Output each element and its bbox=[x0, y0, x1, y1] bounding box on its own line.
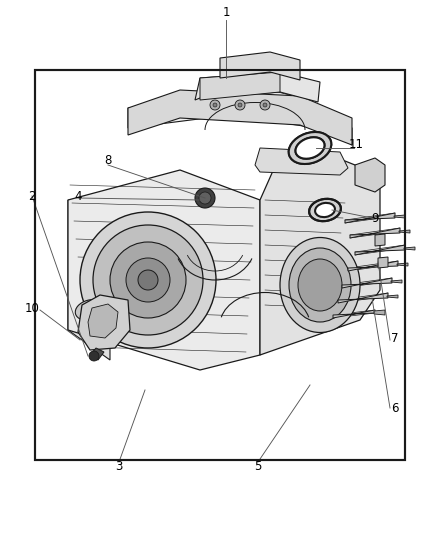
Polygon shape bbox=[355, 158, 385, 192]
Circle shape bbox=[110, 242, 186, 318]
Polygon shape bbox=[375, 234, 385, 246]
Polygon shape bbox=[342, 278, 392, 288]
Polygon shape bbox=[399, 230, 410, 233]
Ellipse shape bbox=[296, 138, 325, 159]
Polygon shape bbox=[333, 310, 375, 318]
Text: 5: 5 bbox=[254, 459, 261, 472]
Text: 9: 9 bbox=[371, 212, 379, 224]
Text: 4: 4 bbox=[74, 190, 82, 203]
Circle shape bbox=[213, 103, 217, 107]
Polygon shape bbox=[355, 245, 405, 255]
Circle shape bbox=[263, 103, 267, 107]
Text: 1: 1 bbox=[222, 5, 230, 19]
Circle shape bbox=[238, 103, 242, 107]
Ellipse shape bbox=[296, 138, 325, 159]
Text: 6: 6 bbox=[391, 401, 399, 415]
Polygon shape bbox=[374, 310, 385, 315]
Circle shape bbox=[235, 100, 245, 110]
Circle shape bbox=[195, 188, 215, 208]
Polygon shape bbox=[378, 257, 388, 268]
Ellipse shape bbox=[289, 132, 331, 164]
Bar bbox=[35, 70, 405, 460]
Circle shape bbox=[210, 100, 220, 110]
Text: 3: 3 bbox=[115, 459, 123, 472]
Polygon shape bbox=[200, 72, 280, 100]
Text: 7: 7 bbox=[391, 332, 399, 344]
Polygon shape bbox=[88, 304, 118, 338]
Ellipse shape bbox=[298, 259, 342, 311]
Circle shape bbox=[126, 258, 170, 302]
Polygon shape bbox=[255, 148, 348, 175]
Text: 2: 2 bbox=[28, 190, 36, 203]
Polygon shape bbox=[350, 228, 400, 238]
Polygon shape bbox=[404, 247, 415, 250]
Polygon shape bbox=[387, 295, 398, 298]
Polygon shape bbox=[68, 200, 110, 360]
Ellipse shape bbox=[309, 199, 341, 221]
Circle shape bbox=[93, 225, 203, 335]
Polygon shape bbox=[345, 213, 395, 223]
Circle shape bbox=[80, 212, 216, 348]
Text: 8: 8 bbox=[104, 154, 112, 166]
Circle shape bbox=[199, 192, 211, 204]
Circle shape bbox=[138, 270, 158, 290]
Ellipse shape bbox=[315, 203, 335, 217]
Polygon shape bbox=[200, 90, 310, 108]
Bar bbox=[35, 70, 405, 460]
Polygon shape bbox=[195, 72, 320, 102]
Ellipse shape bbox=[289, 132, 331, 164]
Polygon shape bbox=[260, 155, 380, 355]
Polygon shape bbox=[128, 96, 352, 145]
Polygon shape bbox=[90, 348, 104, 360]
Polygon shape bbox=[78, 295, 130, 350]
Polygon shape bbox=[391, 280, 402, 283]
Ellipse shape bbox=[280, 238, 360, 333]
Text: 11: 11 bbox=[349, 139, 364, 151]
Polygon shape bbox=[128, 90, 352, 145]
Ellipse shape bbox=[75, 300, 105, 320]
Circle shape bbox=[89, 351, 99, 361]
Polygon shape bbox=[397, 263, 408, 266]
Polygon shape bbox=[68, 170, 260, 370]
Ellipse shape bbox=[289, 248, 351, 322]
Polygon shape bbox=[394, 215, 405, 218]
Polygon shape bbox=[348, 261, 398, 271]
Circle shape bbox=[260, 100, 270, 110]
Polygon shape bbox=[338, 293, 388, 303]
Text: 10: 10 bbox=[25, 302, 39, 314]
Polygon shape bbox=[220, 52, 300, 80]
